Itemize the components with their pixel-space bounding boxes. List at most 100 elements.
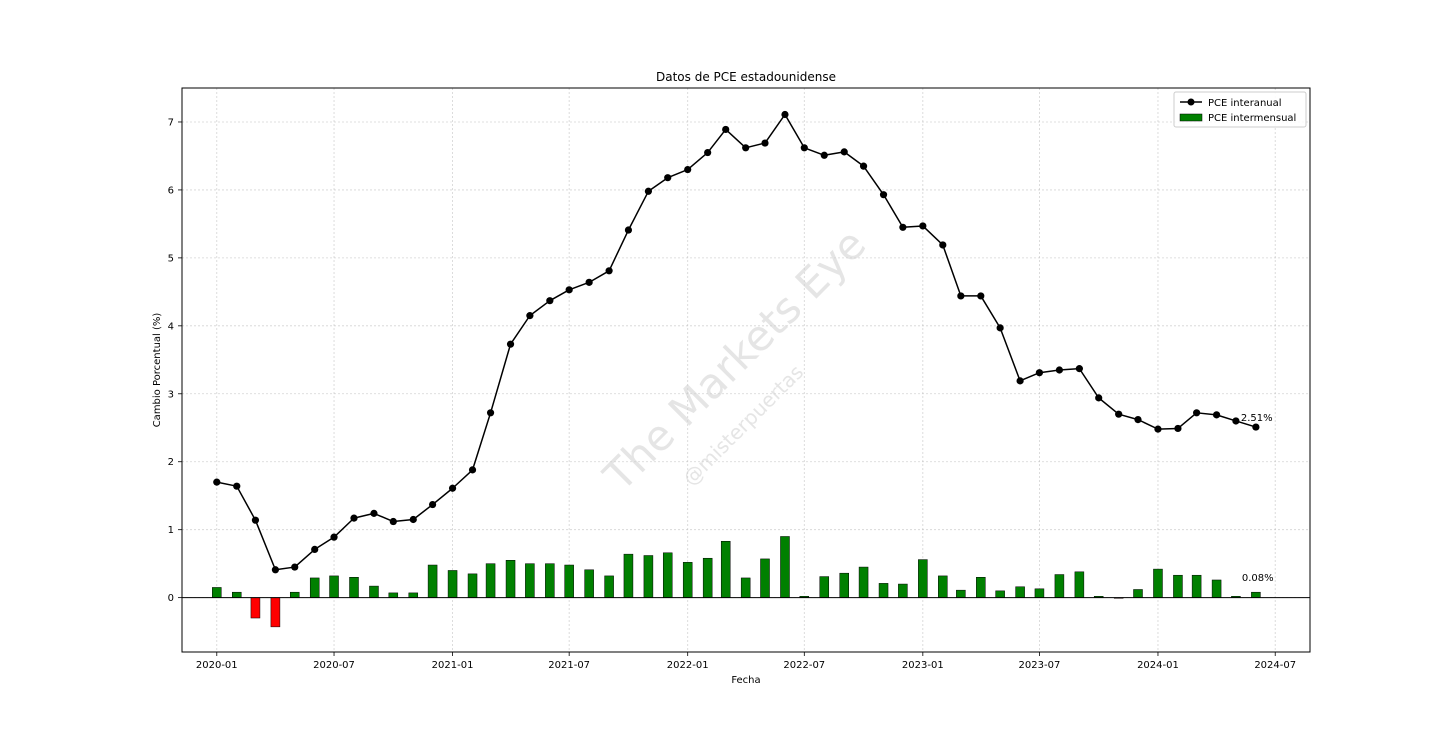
point-pce-interanual (468, 466, 477, 474)
point-pce-interanual (1193, 409, 1201, 417)
y-tick-label: 5 (168, 253, 174, 264)
x-tick-label: 2023-01 (902, 660, 944, 671)
bar-pce-intermensual (1015, 586, 1025, 598)
bar-last-value-label: 0.08% (1242, 573, 1274, 584)
point-pce-interanual (370, 509, 378, 517)
bar-pce-intermensual (976, 577, 986, 598)
point-pce-interanual (1174, 424, 1182, 433)
x-tick-label: 2023-07 (1019, 660, 1061, 671)
y-tick-label: 3 (168, 389, 174, 400)
y-tick-label: 7 (168, 117, 174, 128)
bar-pce-intermensual (604, 575, 614, 598)
annotations: 2.51% 0.08% (1241, 413, 1274, 584)
line-last-value-label: 2.51% (1241, 413, 1273, 424)
point-pce-interanual (585, 278, 593, 286)
legend-frame (1173, 91, 1307, 128)
point-pce-interanual (1212, 411, 1221, 419)
bar-pce-intermensual (369, 585, 379, 598)
plot-frame (181, 87, 1311, 653)
legend-label-pce-interanual: PCE interanual (1208, 98, 1282, 109)
point-pce-interanual (330, 533, 338, 541)
bar-pce-intermensual (467, 573, 478, 598)
point-pce-interanual (271, 566, 280, 574)
x-tick-label: 2020-07 (313, 660, 355, 671)
x-tick-label: 2021-07 (548, 660, 590, 671)
bar-pce-intermensual (1074, 571, 1085, 598)
point-pce-interanual (742, 144, 750, 152)
y-axis-ticks: 0 1 2 3 4 5 6 7 (168, 117, 182, 604)
bar-pce-intermensual (858, 566, 869, 598)
point-pce-interanual (526, 312, 534, 320)
bar-pce-intermensual (250, 597, 261, 619)
point-pce-interanual (644, 187, 653, 195)
bar-pce-intermensual (898, 583, 908, 598)
point-pce-interanual (1115, 410, 1123, 418)
point-pce-interanual (486, 409, 495, 417)
legend-line-marker (1187, 98, 1195, 106)
point-pce-interanual (977, 292, 985, 300)
point-pce-interanual (233, 482, 241, 490)
bar-pce-intermensual (702, 557, 713, 598)
bar-pce-intermensual (878, 583, 889, 598)
point-pce-interanual (840, 148, 848, 156)
point-pce-interanual (800, 144, 808, 152)
bar-pce-intermensual (1054, 574, 1065, 598)
x-tick-label: 2021-01 (432, 660, 474, 671)
point-pce-interanual (722, 125, 730, 134)
point-pce-interanual (546, 297, 554, 305)
y-tick-label: 4 (168, 321, 174, 332)
y-tick-label: 2 (168, 457, 174, 468)
legend: PCE interanual PCE intermensual (1173, 91, 1307, 128)
bar-pce-intermensual (780, 536, 790, 598)
bar-pce-intermensual (309, 577, 320, 598)
bar-series (212, 536, 1261, 628)
point-pce-interanual (350, 514, 358, 522)
bar-pce-intermensual (1153, 568, 1163, 598)
point-pce-interanual (996, 324, 1004, 332)
bar-pce-intermensual (232, 591, 242, 598)
x-tick-label: 2024-07 (1254, 660, 1296, 671)
bar-pce-intermensual (485, 563, 496, 598)
point-pce-interanual (879, 191, 888, 199)
point-pce-interanual (1095, 394, 1103, 402)
point-pce-interanual (664, 174, 672, 182)
point-pce-interanual (448, 484, 457, 492)
bar-pce-intermensual (623, 553, 634, 598)
point-pce-interanual (1154, 425, 1162, 433)
bar-pce-intermensual (545, 563, 555, 598)
line-series (213, 110, 1260, 574)
bar-pce-intermensual (329, 575, 339, 598)
point-pce-interanual (820, 151, 828, 159)
x-axis-label: Fecha (731, 675, 760, 686)
y-tick-label: 6 (168, 185, 174, 196)
point-pce-interanual (311, 545, 319, 553)
bar-pce-intermensual (349, 577, 359, 598)
x-tick-label: 2022-01 (667, 660, 709, 671)
bar-pce-intermensual (1173, 574, 1183, 598)
point-pce-interanual (1016, 377, 1024, 385)
point-pce-interanual (781, 110, 789, 119)
bar-pce-intermensual (956, 589, 966, 598)
bar-pce-intermensual (212, 587, 222, 598)
bar-pce-intermensual (408, 592, 419, 598)
bar-pce-intermensual (564, 564, 574, 598)
point-pce-interanual (704, 148, 712, 157)
bar-pce-intermensual (995, 590, 1005, 598)
bar-pce-intermensual (1133, 589, 1143, 598)
bar-pce-intermensual (760, 558, 770, 598)
bar-pce-intermensual (662, 552, 673, 598)
point-pce-interanual (213, 478, 221, 486)
point-pce-interanual (624, 226, 633, 234)
point-pce-interanual (291, 563, 299, 571)
x-tick-label: 2022-07 (783, 660, 825, 671)
bar-pce-intermensual (427, 564, 438, 598)
y-tick-label: 0 (168, 593, 174, 604)
bar-pce-intermensual (1034, 588, 1045, 598)
point-pce-interanual (957, 292, 965, 300)
bar-pce-intermensual (584, 569, 594, 598)
point-pce-interanual (899, 223, 907, 231)
point-pce-interanual (1232, 417, 1240, 425)
bar-pce-intermensual (1191, 574, 1202, 598)
point-pce-interanual (1035, 369, 1044, 377)
